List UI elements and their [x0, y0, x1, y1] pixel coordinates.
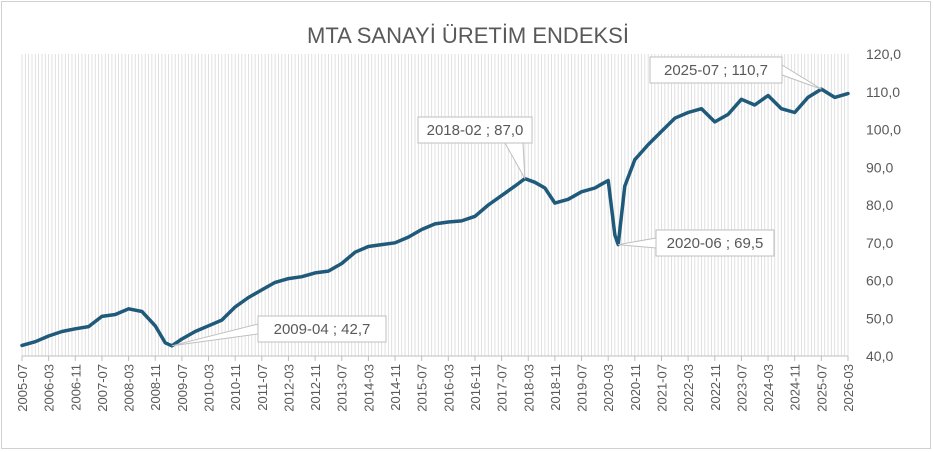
- x-tick-label: 2012-03: [281, 364, 296, 412]
- callout-label: 2020-06 ; 69,5: [667, 235, 764, 252]
- annotation-callout: 2025-07 ; 110,7: [649, 56, 822, 90]
- annotations: 2025-07 ; 110,7 2018-02 ; 87,0 2020-06 ; 6…: [171, 56, 822, 347]
- annotation-callout: 2009-04 ; 42,7: [171, 315, 387, 347]
- x-tick-label: 2024-11: [788, 364, 803, 411]
- series-line: [20, 87, 850, 348]
- x-tick-label: 2022-11: [708, 364, 723, 411]
- x-tick-label: 2014-11: [388, 364, 403, 411]
- x-tick-label: 2025-07: [814, 364, 829, 412]
- x-axis-labels: 2005-07 2006-03 2006-11 2007-07 2008-03 2008-…: [15, 356, 856, 412]
- x-tick-label: 2018-03: [521, 364, 536, 412]
- callout-label: 2018-02 ; 87,0: [427, 122, 524, 139]
- x-tick-label: 2010-11: [228, 364, 243, 411]
- y-tick-label: 70,0: [866, 235, 893, 251]
- y-tick-label: 110,0: [866, 84, 900, 100]
- x-tick-label: 2014-03: [361, 364, 376, 412]
- x-tick-label: 2021-07: [654, 364, 669, 412]
- x-tick-label: 2019-07: [575, 364, 590, 412]
- callout-label: 2009-04 ; 42,7: [274, 321, 371, 338]
- x-tick-label: 2018-11: [548, 364, 563, 411]
- y-tick-label: 100,0: [866, 122, 901, 138]
- x-tick-label: 2013-07: [335, 364, 350, 412]
- x-tick-label: 2010-03: [202, 364, 217, 412]
- callout-pointer: [618, 237, 657, 249]
- x-tick-label: 2015-07: [415, 364, 430, 412]
- chart-title: MTA SANAYİ ÜRETİM ENDEKSİ: [307, 23, 629, 48]
- annotation-callout: 2018-02 ; 87,0: [417, 116, 533, 179]
- x-tick-label: 2017-07: [495, 364, 510, 412]
- x-tick-label: 2007-07: [95, 364, 110, 412]
- x-tick-label: 2020-11: [628, 364, 643, 411]
- x-tick-label: 2016-11: [468, 364, 483, 411]
- x-tick-label: 2011-07: [255, 364, 270, 411]
- callout-box: [649, 56, 783, 84]
- x-tick-label: 2016-03: [441, 364, 456, 412]
- y-tick-label: 80,0: [866, 197, 893, 213]
- x-tick-label: 2008-03: [122, 364, 137, 412]
- y-tick-label: 120,0: [866, 46, 901, 62]
- callout-box: [257, 315, 387, 343]
- callout-label: 2025-07 ; 110,7: [664, 62, 768, 79]
- x-tick-label: 2009-07: [175, 364, 190, 412]
- callout-box: [417, 116, 533, 144]
- x-tick-label: 2005-07: [15, 364, 30, 412]
- x-tick-label: 2020-03: [601, 364, 616, 412]
- x-tick-label: 2006-03: [42, 364, 57, 412]
- y-tick-label: 40,0: [866, 348, 893, 364]
- x-tick-label: 2012-11: [308, 364, 323, 411]
- x-tick-label: 2023-07: [734, 364, 749, 412]
- x-tick-label: 2026-03: [841, 364, 856, 412]
- y-tick-label: 90,0: [866, 159, 893, 175]
- y-tick-label: 50,0: [866, 310, 893, 326]
- y-tick-label: 60,0: [866, 273, 893, 289]
- x-tick-label: 2024-03: [761, 364, 776, 412]
- x-tick-label: 2006-11: [68, 364, 83, 411]
- x-tick-label: 2022-03: [681, 364, 696, 412]
- callout-box: [655, 229, 775, 257]
- annotation-callout: 2020-06 ; 69,5: [618, 229, 775, 257]
- y-axis-labels: 40,0 50,0 60,0 70,0 80,0 90,0 100,0 110,0 120,0: [866, 46, 901, 364]
- gridlines: [21, 54, 849, 357]
- x-tick-label: 2008-11: [148, 364, 163, 411]
